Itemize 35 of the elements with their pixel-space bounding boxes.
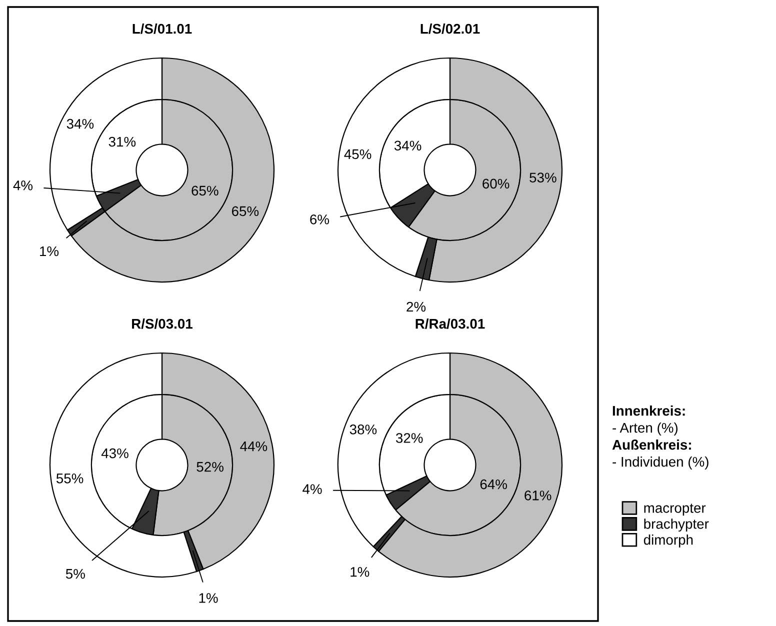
data-label: 55% [56,474,84,484]
data-label: 34% [66,118,94,129]
legend-label: dimorph [644,534,693,548]
text: - Arten (%) [612,422,678,436]
data-label: 32% [396,433,423,443]
data-label: 34% [394,140,422,151]
text: Innenkreis: [612,406,685,416]
data-label: 1% [199,593,218,603]
data-label: 61% [524,490,552,500]
data-label: 52% [196,462,224,472]
data-label: 6% [310,214,330,224]
text: - Individuen (%) [612,456,708,470]
chart-title: L/S/02.01 [420,24,480,34]
data-label: 60% [482,178,510,189]
data-label: 5% [66,568,85,579]
data-label: 43% [101,448,128,458]
data-label: 1% [40,246,59,256]
data-label: 45% [344,149,372,160]
data-label: 1% [350,567,370,577]
data-label: 31% [108,136,136,147]
data-label: 38% [350,424,377,434]
data-label: 53% [530,172,556,183]
legend-label: macropter [644,504,706,516]
data-label: 65% [192,186,218,196]
chart-title: R/S/03.01 [132,318,192,329]
chart-title: L/S/01.01 [132,24,192,34]
text: Außenkreis: [612,440,691,450]
chart-title: R/Ra/03.01 [416,318,485,329]
data-label: 64% [480,479,507,490]
legend-label: brachypter [644,518,709,532]
data-label: 44% [240,441,268,452]
data-label: 2% [406,302,426,312]
data-label: 4% [302,484,322,494]
data-label: 65% [232,206,259,216]
data-label: 4% [13,180,33,190]
